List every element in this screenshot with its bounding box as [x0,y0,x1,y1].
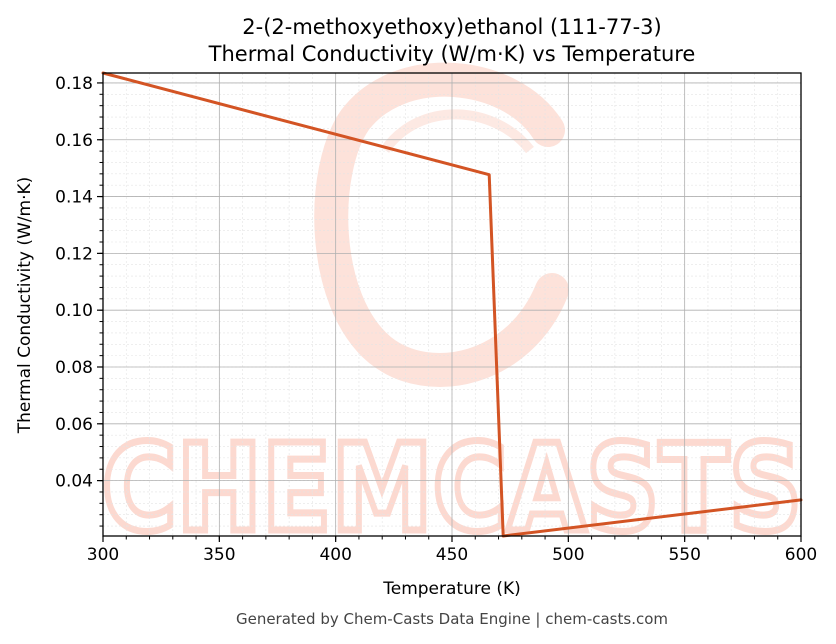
y-axis-label: Thermal Conductivity (W/m·K) [15,177,35,435]
y-tick-label: 0.12 [55,244,93,264]
y-axis: 0.04 0.06 0.08 0.10 0.12 0.14 0.16 0.18 [55,74,103,527]
x-tick-label: 300 [87,545,119,565]
x-tick-label: 600 [785,545,817,565]
chart-subtitle: Thermal Conductivity (W/m·K) vs Temperat… [208,42,696,66]
watermark-logo-icon [314,62,569,387]
x-tick-label: 500 [552,545,584,565]
y-tick-label: 0.08 [55,358,93,378]
y-tick-label: 0.04 [55,472,93,492]
series-layer [101,71,803,538]
y-tick-label: 0.16 [55,131,93,151]
footer-credit: Generated by Chem-Casts Data Engine | ch… [236,610,668,628]
x-tick-label: 450 [436,545,468,565]
y-tick-label: 0.06 [55,415,93,435]
chart-title: 2-(2-methoxyethoxy)ethanol (111-77-3) [242,15,661,39]
x-tick-label: 350 [203,545,235,565]
x-tick-label: 400 [319,545,351,565]
x-axis-label: Temperature (K) [382,579,521,599]
y-tick-label: 0.14 [55,188,93,208]
y-tick-label: 0.10 [55,301,93,321]
x-axis: 300 350 400 450 500 550 600 [87,536,817,565]
y-tick-label: 0.18 [55,74,93,94]
x-tick-label: 550 [668,545,700,565]
series-line [101,71,803,538]
